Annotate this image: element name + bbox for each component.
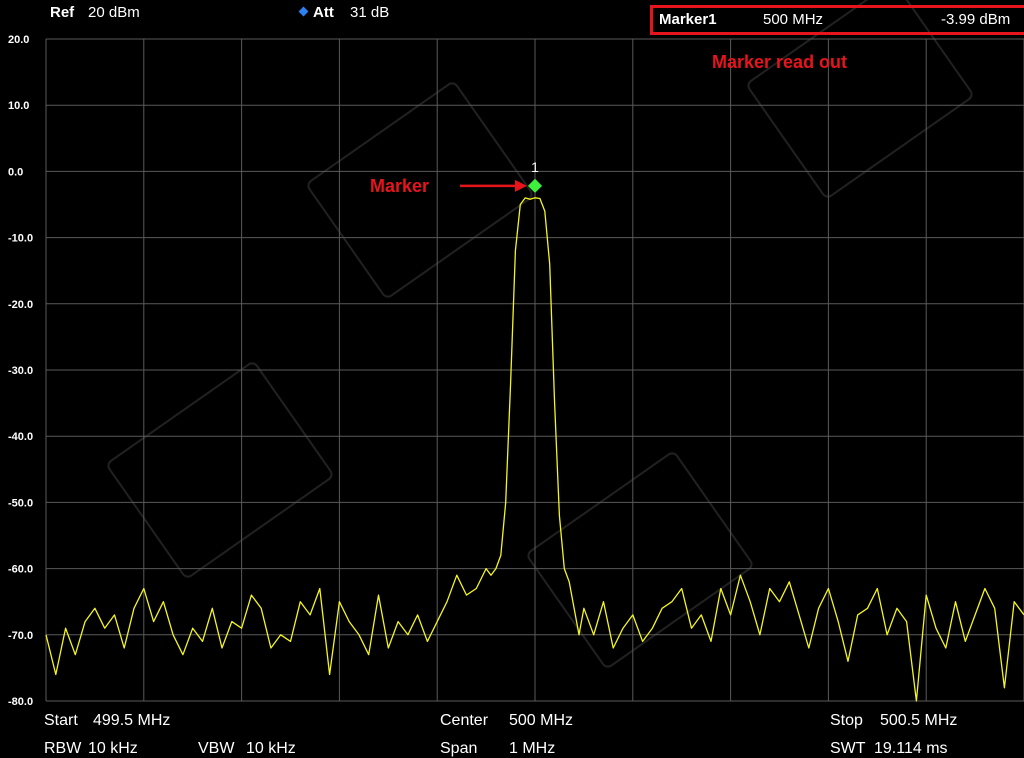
marker-readout-box: Marker1 500 MHz -3.99 dBm (650, 5, 1024, 35)
y-tick-label: -40.0 (8, 431, 33, 443)
vbw-label: VBW (198, 740, 235, 757)
footer-bar: Start 499.5 MHz Center 500 MHz Stop 500.… (0, 702, 1024, 758)
center-value: 500 MHz (509, 712, 574, 729)
marker-readout-level: -3.99 dBm (941, 11, 1011, 28)
y-tick-label: -10.0 (8, 233, 33, 245)
y-tick-label: 20.0 (8, 34, 29, 46)
marker-annotation: Marker (370, 176, 430, 196)
y-tick-label: -70.0 (8, 630, 33, 642)
ref-value: 20 dBm (88, 4, 140, 21)
y-tick-label: -80.0 (8, 696, 33, 708)
y-tick-label: -60.0 (8, 564, 33, 576)
swt-label: SWT (830, 740, 866, 757)
stop-value: 500.5 MHz (880, 712, 958, 729)
att-label: Att (313, 4, 334, 21)
y-tick-label: -30.0 (8, 365, 33, 377)
header-bar: Ref 20 dBm Att 31 dB Marker1 500 MHz -3.… (0, 0, 1024, 40)
stop-label: Stop (830, 712, 863, 729)
marker-diamond (527, 178, 543, 193)
rbw-label: RBW (44, 740, 82, 757)
plot-grid (45, 38, 1024, 702)
y-tick-label: -50.0 (8, 497, 33, 509)
y-tick-label: 0.0 (8, 166, 23, 178)
att-group: Att (298, 4, 334, 21)
marker-readout-frequency: 500 MHz (763, 11, 824, 28)
marker-readout-annotation: Marker read out (712, 52, 848, 72)
trace-layer (45, 197, 1024, 702)
span-label: Span (440, 740, 478, 757)
start-value: 499.5 MHz (93, 712, 171, 729)
center-label: Center (440, 712, 489, 729)
y-tick-labels: 20.0 10.0 0.0 -10.0 -20.0 -30.0 -40.0 -50.0 -60.… (8, 34, 33, 708)
att-value: 31 dB (350, 4, 390, 21)
start-label: Start (44, 712, 78, 729)
y-tick-label: -20.0 (8, 299, 33, 311)
marker-layer: 1 (460, 159, 543, 193)
marker-readout-label: Marker1 (659, 11, 717, 28)
spectrum-trace (45, 197, 1024, 702)
y-tick-label: 10.0 (8, 100, 29, 112)
vbw-value: 10 kHz (246, 740, 296, 757)
att-diamond-icon (298, 6, 309, 17)
swt-value: 19.114 ms (874, 740, 948, 757)
span-value: 1 MHz (509, 740, 556, 757)
ref-label: Ref (50, 4, 75, 21)
rbw-value: 10 kHz (88, 740, 138, 757)
marker-number-label: 1 (531, 159, 539, 175)
marker-arrow-head (515, 179, 527, 192)
